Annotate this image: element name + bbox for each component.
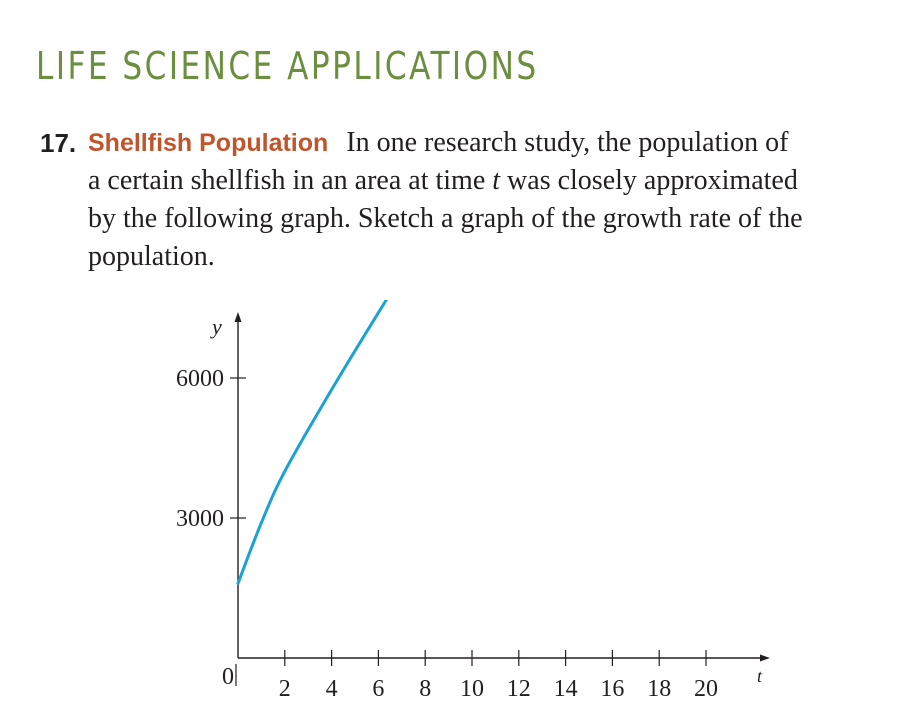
x-tick-label: 14 <box>554 676 578 702</box>
exercise-number: 17. <box>40 128 77 158</box>
exercise-line-1: Shellfish Population In one research stud… <box>88 124 803 162</box>
y-axis-arrow-icon <box>234 312 242 322</box>
exercise-line-3: by the following graph. Sketch a graph o… <box>88 203 803 234</box>
x-tick-label: 2 <box>279 676 291 702</box>
x-axis-arrow-icon <box>760 654 770 662</box>
x-tick-label: 8 <box>419 676 431 702</box>
section-heading: LIFE SCIENCE APPLICATIONS <box>36 44 539 88</box>
exercise-line-1-text: In one research study, the population of <box>346 127 789 158</box>
x-tick-label: 6 <box>372 676 384 702</box>
origin-label: 0 <box>222 664 234 690</box>
y-axis-label: y <box>210 314 222 339</box>
x-tick-label: 10 <box>460 676 484 702</box>
population-curve <box>236 300 388 585</box>
x-tick-label: 20 <box>694 676 718 702</box>
x-tick-label: 4 <box>326 676 338 702</box>
exercise-line-2: a certain shellfish in an area at time t… <box>88 162 803 200</box>
exercise-title: Shellfish Population <box>88 129 329 157</box>
exercise-text: Shellfish Population In one research stud… <box>88 124 803 276</box>
exercise-line-4: population. <box>88 241 215 272</box>
x-tick-label: 12 <box>507 676 531 702</box>
population-graph: yt0246810121416182030006000900012,000 <box>176 300 770 702</box>
x-axis-label: t <box>757 666 763 686</box>
x-tick-label: 16 <box>600 676 624 702</box>
y-tick-label: 3000 <box>176 506 224 532</box>
x-tick-label: 18 <box>647 676 671 702</box>
exercise-line-2-start: a certain shellfish in an area at time <box>88 165 493 196</box>
exercise-line-2-end: was closely approximated <box>500 165 798 196</box>
exercise-variable-t: t <box>492 165 501 196</box>
y-tick-label: 6000 <box>176 366 224 392</box>
